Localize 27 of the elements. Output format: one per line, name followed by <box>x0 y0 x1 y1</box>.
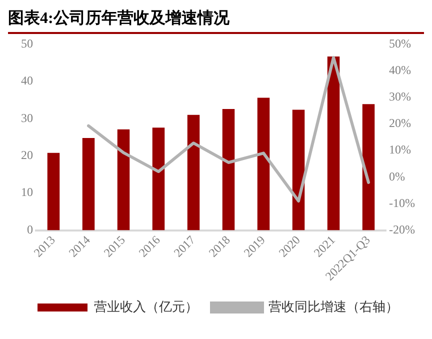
y2-tick-label: 20% <box>389 116 412 130</box>
y2-tick-label: 30% <box>389 90 412 104</box>
chart-title: 图表4:公司历年营收及增速情况 <box>8 8 424 34</box>
bar <box>117 129 130 230</box>
y2-tick-label: -10% <box>389 196 416 210</box>
bar <box>82 138 95 230</box>
y2-tick-label: 50% <box>389 36 412 50</box>
y2-tick-label: 0% <box>389 169 406 184</box>
bar <box>327 56 340 230</box>
bar <box>187 114 200 230</box>
y-tick-label: 20 <box>21 148 33 162</box>
y2-tick-label: 40% <box>389 62 412 77</box>
legend-label: 营业收入（亿元） <box>94 298 198 314</box>
bar <box>222 108 235 230</box>
y2-tick-label: 10% <box>389 142 412 157</box>
y-tick-label: 10 <box>21 185 33 200</box>
bar <box>362 104 375 230</box>
bar <box>257 98 270 230</box>
legend-label: 营收同比增速（右轴） <box>268 298 398 314</box>
y-tick-label: 30 <box>21 110 33 125</box>
y-tick-label: 50 <box>21 36 33 50</box>
bar <box>292 110 305 230</box>
y-tick-label: 40 <box>21 74 33 88</box>
bar <box>47 152 60 230</box>
y-tick-label: 0 <box>27 222 33 236</box>
bar <box>152 128 165 230</box>
y2-tick-label: -20% <box>389 222 416 236</box>
